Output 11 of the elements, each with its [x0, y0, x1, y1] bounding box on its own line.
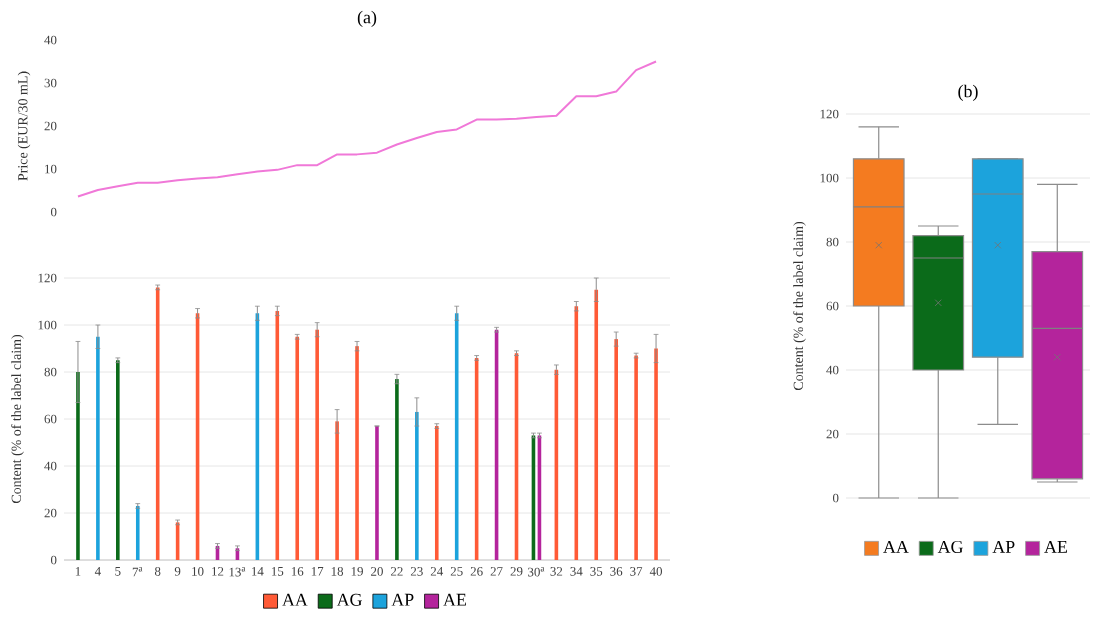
legend-label: AP [391, 593, 414, 606]
legend-label: AG [336, 593, 362, 606]
chart-title: (a) [357, 10, 377, 27]
legend-label: AE [443, 593, 466, 606]
legend-label: AP [992, 540, 1015, 553]
legend-label: AE [1044, 540, 1067, 553]
legend-label: AA [883, 540, 909, 553]
chart-title: (b) [958, 84, 978, 101]
line-series [76, 60, 658, 198]
legend-label: AA [282, 593, 308, 606]
legend-label: AG [937, 540, 963, 553]
